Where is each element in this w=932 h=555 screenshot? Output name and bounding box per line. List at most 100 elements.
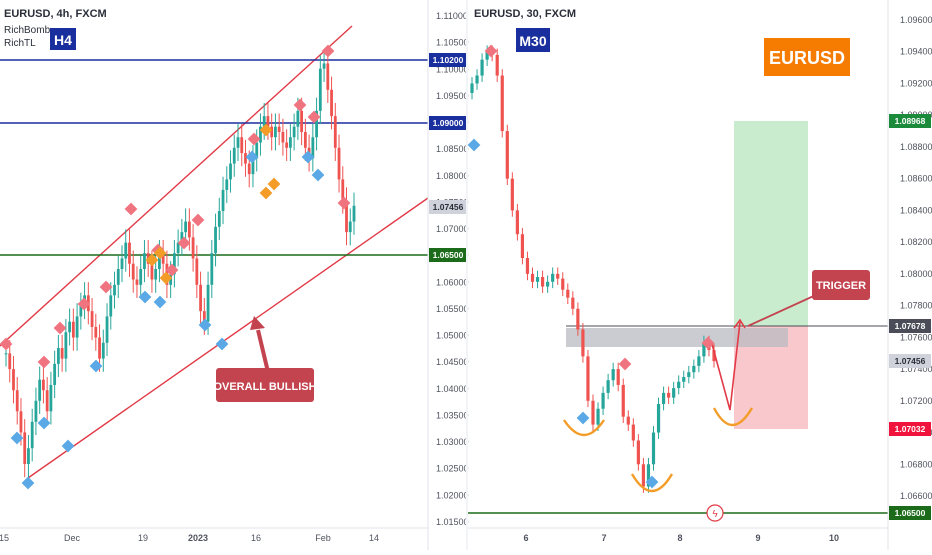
trigger-label: TRIGGER xyxy=(816,280,866,292)
right-candle-body xyxy=(576,308,580,330)
right-time-axis: 6 7 8 9 10 xyxy=(523,533,839,543)
left-chart: OVERALL BULLISH EURUSD, 4h, FXCM RichBom… xyxy=(0,0,469,550)
right-symbol-line: EURUSD, 30, FXCM xyxy=(474,8,576,20)
left-price-tick: 1.10500 xyxy=(436,38,469,48)
red-signal-marker xyxy=(124,202,138,216)
left-candle-body xyxy=(109,295,113,317)
right-price-tick: 1.06600 xyxy=(900,491,932,501)
right-candle-body xyxy=(500,75,504,132)
right-candle-body xyxy=(611,369,615,381)
channel-lower-line[interactable] xyxy=(27,197,429,479)
left-price-tick: 1.02500 xyxy=(436,464,469,474)
left-price-tick: 1.04000 xyxy=(436,384,469,394)
left-price-tag-label: 1.10200 xyxy=(433,55,464,65)
left-time-tick: 15 xyxy=(0,533,9,543)
right-candle-body xyxy=(571,297,575,309)
left-price-tag xyxy=(429,116,467,130)
left-candle-body xyxy=(251,158,255,175)
right-candle-body xyxy=(692,365,696,373)
red-signal-marker xyxy=(247,132,261,146)
left-price-tick: 1.10000 xyxy=(436,64,469,74)
left-markers xyxy=(0,44,351,490)
left-candle-body xyxy=(19,411,23,433)
right-candle-body xyxy=(495,54,499,76)
overall-bullish-box[interactable] xyxy=(216,368,314,402)
resistance-zone[interactable] xyxy=(566,328,788,347)
left-candle-body xyxy=(128,242,131,264)
left-candle-body xyxy=(311,137,315,159)
right-price-tick: 1.08800 xyxy=(900,142,932,152)
left-candle-body xyxy=(68,321,72,333)
right-price-tag-label: 1.07678 xyxy=(895,321,926,331)
right-candle-body xyxy=(561,278,565,290)
m30-badge-label: M30 xyxy=(519,33,546,49)
right-candle-body xyxy=(661,392,666,404)
left-candle-body xyxy=(191,237,195,259)
left-candle-body xyxy=(214,226,217,254)
blue-signal-marker xyxy=(138,290,152,304)
right-price-tag xyxy=(889,319,931,333)
left-price-tick: 1.03500 xyxy=(436,410,469,420)
blue-signal-marker xyxy=(198,318,212,332)
channel-upper-line[interactable] xyxy=(0,25,353,347)
left-candle-body xyxy=(262,116,266,127)
left-candle-body xyxy=(64,332,68,359)
left-candle-body xyxy=(120,258,124,269)
right-candle-body xyxy=(636,440,640,465)
right-candle-body xyxy=(525,258,530,274)
right-candle-body xyxy=(702,342,706,357)
h4-badge xyxy=(50,28,76,50)
left-candle-body xyxy=(30,421,34,449)
left-candle-body xyxy=(232,147,236,164)
blue-signal-marker xyxy=(576,411,590,425)
event-marker-icon[interactable] xyxy=(706,504,724,522)
red-signal-marker xyxy=(53,321,67,335)
left-time-tick: 2023 xyxy=(188,533,208,543)
red-signal-marker xyxy=(0,337,13,351)
left-candle-body xyxy=(288,137,292,148)
left-price-tick: 1.05000 xyxy=(436,331,469,341)
right-time-tick: 6 xyxy=(523,533,528,543)
left-candle-body xyxy=(202,311,206,322)
right-price-tag-label: 1.06500 xyxy=(895,508,926,518)
right-chart: TRIGGER EURUSD, 30, FXCM M30 EURUSD ϟ 1.… xyxy=(467,0,932,550)
left-candles xyxy=(4,50,356,478)
left-candle-body xyxy=(139,269,143,285)
trigger-box[interactable] xyxy=(812,270,870,300)
left-candle-body xyxy=(8,353,12,370)
left-candle-body xyxy=(199,284,202,312)
left-candle-body xyxy=(34,400,38,422)
left-candle-body xyxy=(322,63,326,69)
left-price-tick: 1.09500 xyxy=(436,91,469,101)
left-candle-body xyxy=(184,221,188,233)
red-signal-marker xyxy=(484,44,498,58)
left-candle-body xyxy=(326,63,330,90)
right-time-tick: 7 xyxy=(601,533,606,543)
left-candle-body xyxy=(42,379,45,391)
blue-signal-marker xyxy=(311,168,325,182)
eurusd-badge xyxy=(764,38,850,76)
left-time-tick: 16 xyxy=(251,533,261,543)
event-marker-glyph: ϟ xyxy=(712,509,718,520)
right-price-tag xyxy=(889,506,931,520)
left-candle-body xyxy=(345,200,348,233)
blue-signal-marker xyxy=(215,337,229,351)
right-price-tick: 1.07200 xyxy=(900,396,932,406)
red-signal-marker xyxy=(337,196,351,210)
left-candle-body xyxy=(131,263,135,280)
left-candle-body xyxy=(240,137,244,154)
left-candle-body xyxy=(53,363,57,385)
right-price-tick: 1.09600 xyxy=(900,15,932,25)
right-candle-body xyxy=(505,131,509,179)
left-candle-body xyxy=(333,116,337,148)
left-candle-body xyxy=(27,448,30,465)
left-price-tick: 1.07000 xyxy=(436,224,469,234)
left-candle-body xyxy=(296,110,300,127)
left-candle-body xyxy=(49,384,53,412)
right-price-tag xyxy=(889,114,931,128)
right-candle-body xyxy=(530,273,535,282)
left-candle-body xyxy=(206,284,210,322)
target-zone[interactable] xyxy=(734,121,808,326)
red-signal-marker xyxy=(618,357,632,371)
